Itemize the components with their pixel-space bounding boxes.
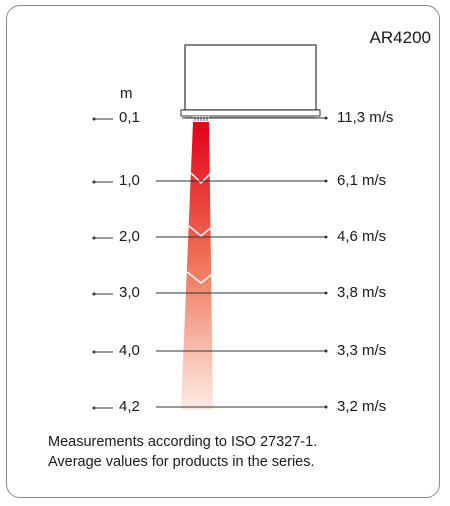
airflow-beam-icon [181, 122, 213, 410]
height-unit-label: m [120, 85, 133, 102]
left-dot [92, 236, 96, 240]
velocity-label: 11,3 m/s [337, 109, 394, 126]
velocity-label: 3,3 m/s [337, 342, 387, 359]
measurement-line [92, 116, 328, 121]
measurement-line [92, 405, 328, 410]
height-label: 1,0 [119, 172, 140, 189]
height-label: 3,0 [119, 284, 140, 301]
airflow-chevrons [186, 172, 216, 285]
chevron-down-icon [188, 225, 214, 238]
measurement-line [92, 179, 328, 184]
velocity-label: 4,6 m/s [337, 228, 387, 245]
right-dot [324, 291, 328, 295]
height-label: 4,2 [119, 398, 140, 415]
measurement-line [92, 291, 328, 296]
left-dot [92, 406, 96, 410]
left-dot [92, 180, 96, 184]
right-dot [324, 405, 328, 409]
model-name: AR4200 [369, 28, 431, 47]
caption: Measurements according to ISO 27327-1. A… [48, 432, 317, 472]
measurement-line [92, 235, 328, 240]
caption-line-2: Average values for products in the serie… [48, 454, 315, 470]
caption-line-1: Measurements according to ISO 27327-1. [48, 434, 318, 450]
air-curtain-unit-icon [180, 44, 321, 122]
chevron-down-icon [190, 172, 212, 185]
height-label: 2,0 [119, 228, 140, 245]
right-dot [324, 179, 328, 183]
left-dot [92, 117, 96, 121]
right-dot [324, 116, 328, 120]
right-dot [324, 235, 328, 239]
height-label: 0,1 [119, 109, 140, 126]
velocity-label: 3,2 m/s [337, 398, 387, 415]
height-label: 4,0 [119, 342, 140, 359]
velocity-label: 3,8 m/s [337, 284, 387, 301]
measurement-line [92, 349, 328, 354]
nozzle-icon [193, 116, 209, 122]
left-dot [92, 350, 96, 354]
velocity-label: 6,1 m/s [337, 172, 387, 189]
right-dot [324, 349, 328, 353]
left-dot [92, 292, 96, 296]
chevron-down-icon [186, 271, 216, 285]
measurement-levels [92, 116, 328, 410]
